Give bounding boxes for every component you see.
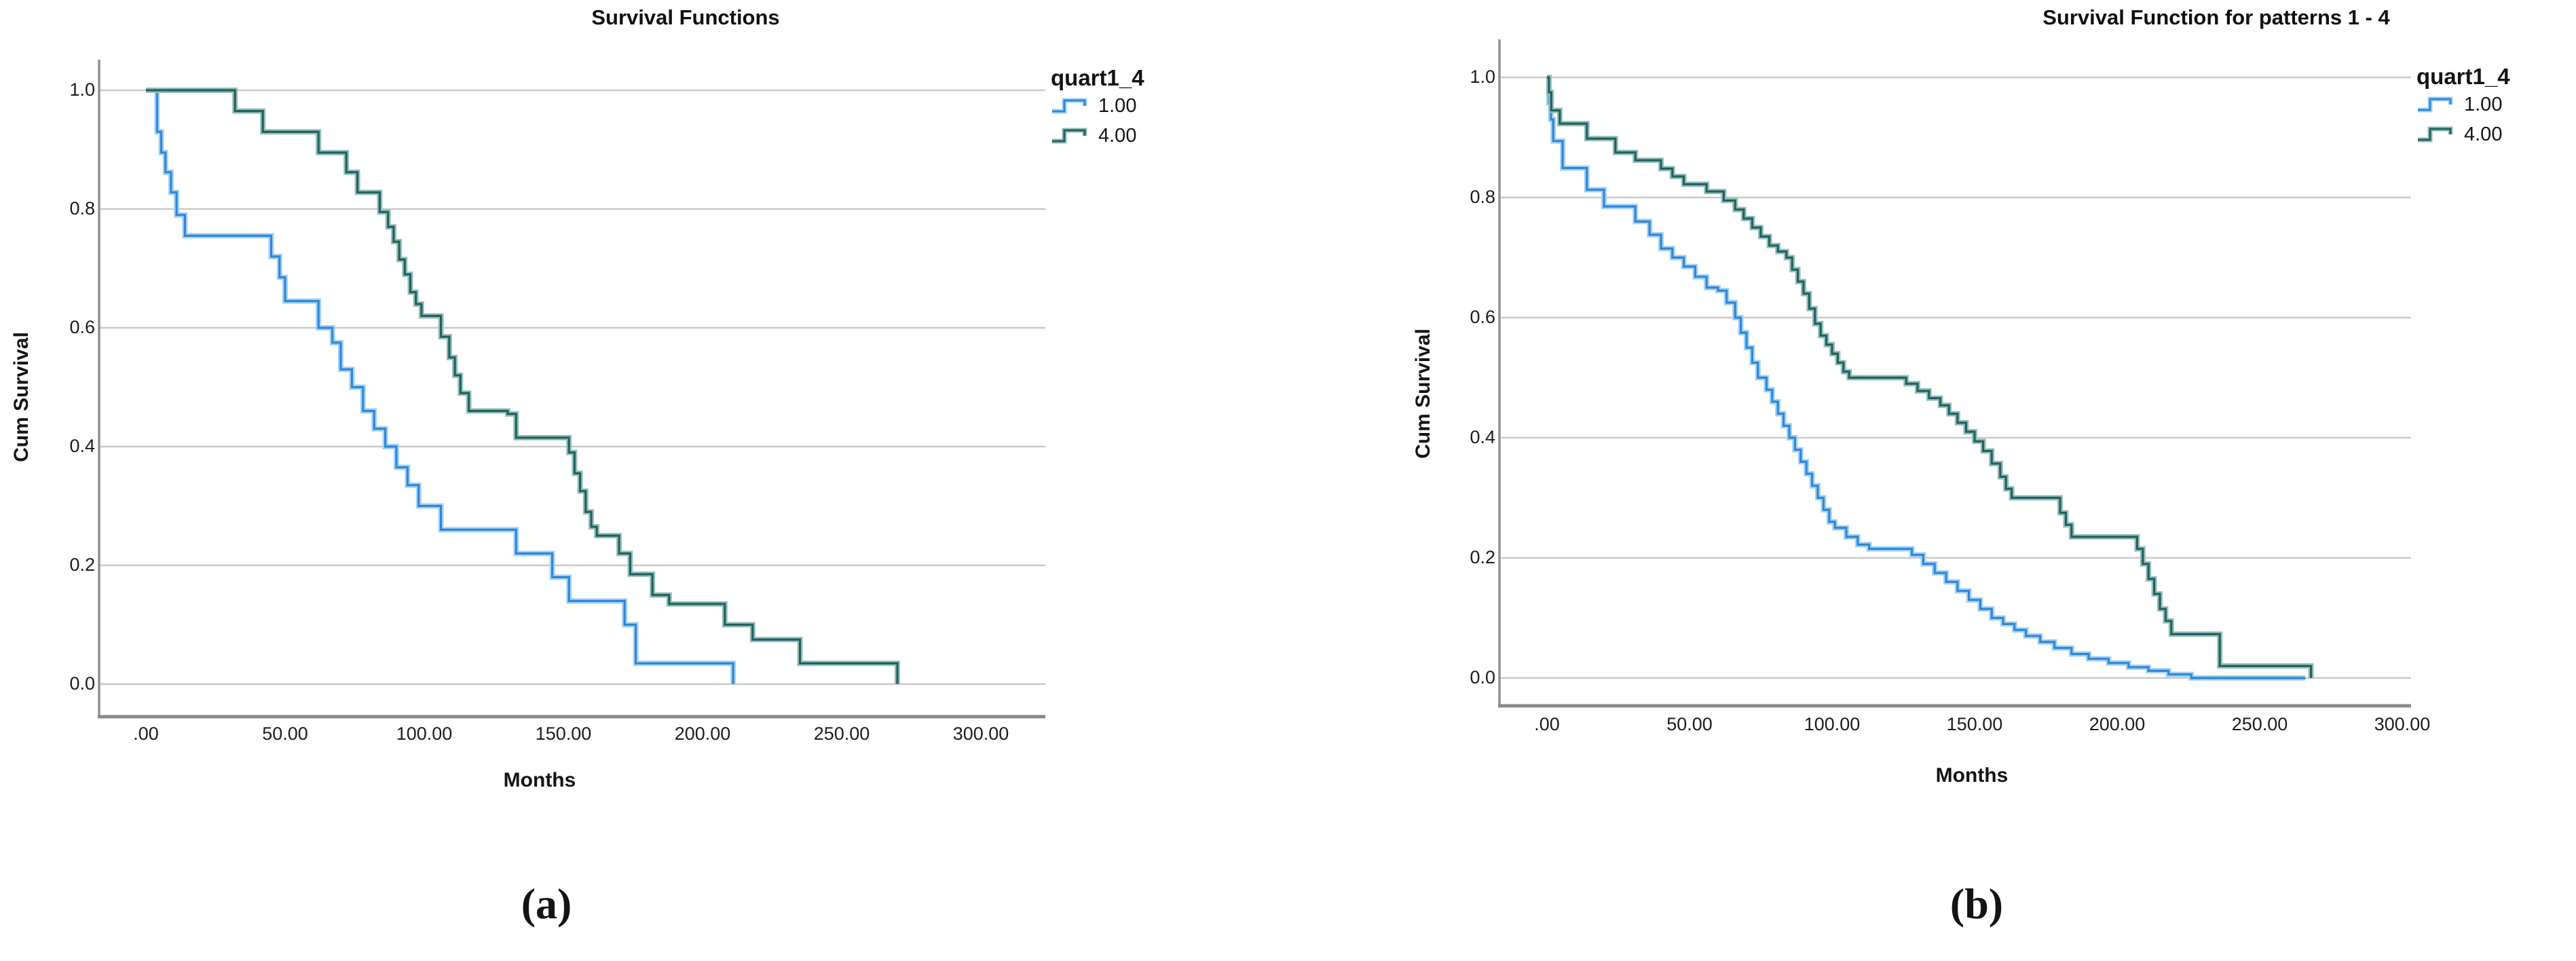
x-tick-label: 200.00: [674, 723, 731, 744]
legend-item: 4.00: [1051, 121, 1144, 151]
survival-curve-1.00: [146, 89, 734, 684]
legend-step-icon: [1052, 128, 1087, 144]
y-tick-label: 0.4: [69, 436, 95, 456]
chart-a-y-axis-label: Cum Survival: [10, 332, 33, 462]
chart-b-title: Survival Function for patterns 1 - 4: [2042, 5, 2390, 29]
x-tick-label: 50.00: [1666, 714, 1713, 734]
survival-curve-4.00: [1547, 76, 2313, 678]
caption-b: (b): [1949, 880, 2004, 928]
chart-b-legend: quart1_4 1.00 4.00: [2416, 64, 2510, 149]
legend-item: 1.00: [2416, 90, 2510, 119]
legend-step-icon: [1052, 98, 1087, 114]
survival-curve-1.00: [1547, 76, 2306, 679]
legend-label: 1.00: [2464, 93, 2503, 115]
legend-item: 1.00: [1051, 91, 1144, 121]
legend-item: 4.00: [2416, 119, 2510, 149]
y-tick-label: 0.4: [1470, 427, 1495, 447]
x-tick-label: 100.00: [396, 723, 453, 744]
x-tick-label: 300.00: [952, 723, 1009, 744]
y-tick-label: 0.8: [69, 198, 95, 219]
x-tick-label: 100.00: [1804, 714, 1861, 734]
survival-curve-4.00-halo: [146, 88, 900, 684]
y-tick-label: 0.6: [69, 317, 95, 337]
chart-a-legend-title: quart1_4: [1051, 65, 1144, 90]
survival-curve-1.00-halo: [146, 88, 736, 684]
y-tick-label: 0.6: [1470, 307, 1495, 327]
y-tick-label: 0.0: [69, 673, 95, 694]
x-tick-label: 150.00: [535, 723, 592, 744]
caption-a: (a): [521, 880, 572, 928]
y-tick-label: 0.2: [1470, 547, 1495, 567]
y-tick-label: 0.2: [69, 554, 95, 575]
y-tick-label: 1.0: [69, 79, 95, 100]
x-tick-label: 250.00: [2231, 714, 2288, 734]
chart-b-x-axis-label: Months: [1935, 764, 2009, 787]
x-tick-label: .00: [1534, 714, 1560, 734]
chart-b-legend-title: quart1_4: [2416, 64, 2510, 89]
y-tick-label: 0.0: [1470, 667, 1495, 687]
survival-curve-4.00: [146, 89, 899, 684]
legend-label: 1.00: [1098, 94, 1137, 117]
chart-a-x-axis-label: Months: [503, 769, 576, 791]
y-tick-label: 1.0: [1470, 67, 1495, 87]
x-tick-label: 300.00: [2374, 714, 2431, 734]
legend-label: 4.00: [2464, 123, 2503, 145]
x-tick-label: 250.00: [813, 723, 870, 744]
chart-a-title: Survival Functions: [591, 5, 780, 29]
x-tick-label: .00: [133, 723, 159, 744]
x-tick-label: 150.00: [1946, 714, 2003, 734]
legend-step-icon: [2418, 126, 2453, 143]
legend-step-icon: [2418, 96, 2453, 113]
x-tick-label: 50.00: [262, 723, 308, 744]
legend-label: 4.00: [1098, 124, 1137, 147]
x-tick-label: 200.00: [2089, 714, 2146, 734]
y-tick-label: 0.8: [1470, 187, 1495, 207]
chart-b-y-axis-label: Cum Survival: [1412, 328, 1434, 459]
chart-a-legend: quart1_4 1.00 4.00: [1051, 65, 1144, 151]
